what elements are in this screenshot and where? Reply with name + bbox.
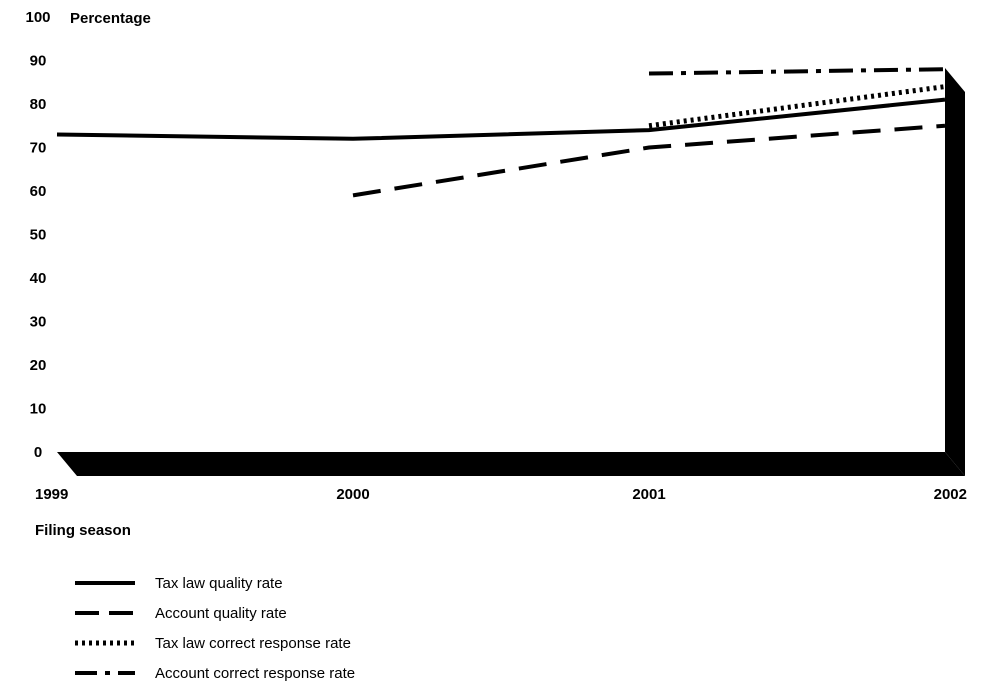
legend: Tax law quality rate Account quality rate…	[75, 568, 355, 688]
legend-swatch	[75, 671, 135, 675]
line-chart: Percentage Filing season 0 10 20 30 40 50 60 70…	[25, 9, 967, 539]
legend-swatch	[75, 640, 135, 646]
chart-side-wall-3d	[945, 68, 965, 476]
y-tick-label: 90	[30, 53, 47, 70]
legend-swatch	[75, 611, 135, 615]
series-line-2	[352, 123, 946, 198]
y-tick-label: 60	[30, 183, 47, 200]
legend-item: Tax law quality rate	[75, 568, 355, 598]
legend-item: Account correct response rate	[75, 658, 355, 688]
x-axis-title: Filing season	[35, 522, 131, 539]
y-tick-label: 70	[30, 140, 47, 157]
y-axis-title: Percentage	[70, 10, 151, 27]
y-tick-label: 10	[30, 401, 47, 418]
series-line-3	[648, 84, 946, 129]
series-line-1	[56, 97, 946, 141]
legend-label: Account correct response rate	[155, 664, 356, 682]
x-tick-label: 1999	[35, 486, 68, 503]
legend-label: Account quality rate	[155, 604, 287, 622]
x-tick-label: 2002	[934, 486, 967, 503]
y-tick-label: 100	[25, 9, 50, 26]
y-tick-label: 40	[30, 270, 47, 287]
legend-item: Account quality rate	[75, 598, 355, 628]
y-tick-label: 50	[30, 227, 47, 244]
y-tick-label: 80	[30, 96, 47, 113]
legend-item: Tax law correct response rate	[75, 628, 355, 658]
x-tick-label: 2000	[336, 486, 369, 503]
legend-label: Tax law correct response rate	[155, 634, 351, 652]
chart-floor-3d	[57, 452, 965, 476]
y-tick-label: 30	[30, 314, 47, 331]
y-tick-label: 20	[30, 357, 47, 374]
y-tick-label: 0	[34, 444, 42, 461]
legend-label: Tax law quality rate	[155, 574, 283, 592]
series-line-4	[648, 67, 946, 76]
legend-swatch	[75, 581, 135, 585]
x-tick-label: 2001	[632, 486, 665, 503]
